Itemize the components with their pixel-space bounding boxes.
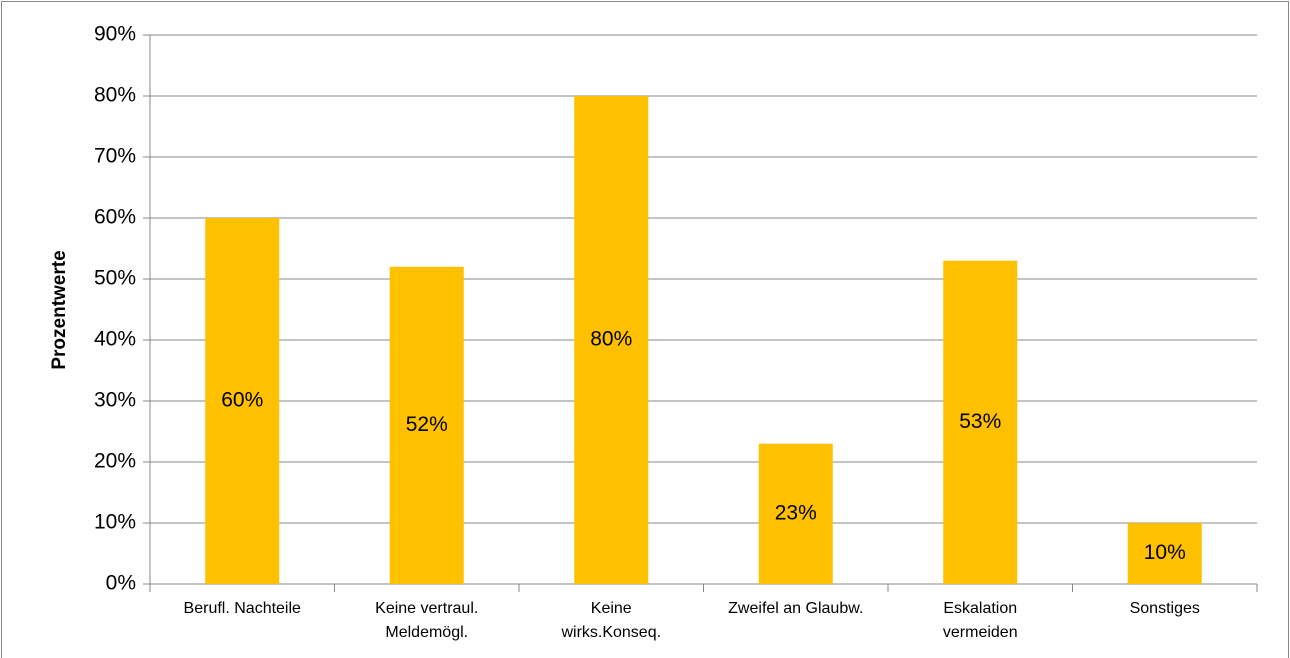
value-label: 23% <box>775 501 817 524</box>
y-tick-label: 70% <box>94 145 136 168</box>
x-tick-label: wirks.Konseq. <box>560 624 661 641</box>
y-tick-label: 60% <box>94 206 136 229</box>
x-tick-label: Zweifel an Glaubw. <box>728 600 863 617</box>
value-label: 80% <box>590 328 632 351</box>
bar <box>1127 523 1202 584</box>
bar <box>574 96 649 584</box>
value-label: 60% <box>221 389 263 412</box>
y-tick-label: 10% <box>94 511 136 534</box>
x-tick-label: Berufl. Nachteile <box>184 600 301 617</box>
value-label: 53% <box>959 410 1001 433</box>
y-tick-label: 80% <box>94 84 136 107</box>
value-label: 52% <box>406 413 448 436</box>
x-tick-label: Meldemögl. <box>385 624 468 641</box>
y-axis-label: Prozentwerte <box>49 250 70 369</box>
bar <box>758 443 833 584</box>
bar <box>943 260 1018 584</box>
y-tick-label: 50% <box>94 267 136 290</box>
x-tick-label: vermeiden <box>943 624 1018 641</box>
bar <box>205 218 280 584</box>
value-label: 10% <box>1144 541 1186 564</box>
y-tick-label: 90% <box>94 23 136 46</box>
x-tick-label: Keine <box>591 600 632 617</box>
x-tick-label: Keine vertraul. <box>375 600 478 617</box>
y-tick-label: 0% <box>106 572 136 595</box>
x-tick-label: Eskalation <box>943 600 1017 617</box>
y-tick-label: 30% <box>94 389 136 412</box>
y-tick-label: 40% <box>94 328 136 351</box>
x-tick-label: Sonstiges <box>1130 600 1200 617</box>
y-tick-label: 20% <box>94 450 136 473</box>
bar <box>389 266 464 584</box>
